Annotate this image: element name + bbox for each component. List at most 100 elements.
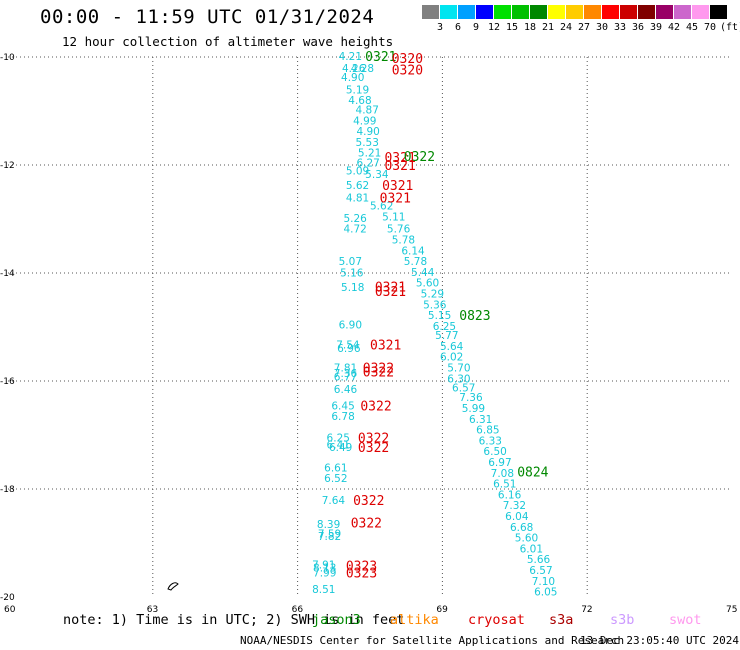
- legend-swatch: [458, 5, 475, 19]
- wave-height-reading: 6.50: [483, 446, 506, 458]
- wave-height-readings: 4.214.264.284.905.194.684.874.994.905.53…: [312, 51, 557, 599]
- legend-swatch: [548, 5, 565, 19]
- satellite-name: altika: [390, 612, 439, 628]
- wave-height-reading: 5.53: [356, 137, 379, 149]
- wave-height-reading: 4.21: [339, 51, 362, 63]
- pass-time-label: 0322: [404, 150, 435, 165]
- wave-height-reading: 4.90: [341, 72, 364, 84]
- wave-height-reading: 6.41: [327, 440, 350, 452]
- wave-height-reading: 5.29: [421, 289, 444, 301]
- wave-height-reading: 6.51: [493, 479, 516, 491]
- lon-tick-label: 66: [292, 605, 304, 615]
- wave-height-reading: 6.25: [327, 433, 350, 445]
- pass-time-labels: 0321032003200321032203210321032103210321…: [346, 50, 549, 582]
- wave-height-reading: 4.99: [353, 116, 376, 128]
- wave-height-reading: 6.14: [401, 245, 425, 257]
- lat-tick-label: -14: [0, 269, 15, 279]
- wave-height-reading: 5.34: [365, 169, 389, 181]
- wave-height-reading: 5.78: [404, 256, 427, 268]
- wave-height-reading: 6.52: [324, 473, 347, 485]
- map-grid: [8, 56, 732, 597]
- legend-label: 27: [577, 22, 591, 33]
- legend-swatch: [476, 5, 493, 19]
- wave-height-reading: 5.44: [411, 267, 435, 279]
- wave-height-reading: 6.61: [324, 462, 347, 474]
- pass-time-label: 0322: [358, 432, 389, 447]
- wave-height-reading: 5.64: [440, 341, 464, 353]
- wave-height-reading: 6.27: [356, 157, 379, 169]
- legend-label: 45: [685, 22, 699, 33]
- wave-height-reading: 4.26: [342, 63, 366, 75]
- pass-time-label: 0322: [351, 516, 382, 531]
- pass-time-label: 0321: [375, 285, 406, 300]
- lon-tick-label: 69: [436, 605, 448, 615]
- wave-height-reading: 5.26: [343, 213, 367, 225]
- pass-time-label: 0321: [380, 191, 411, 206]
- legend-label: 9: [472, 22, 480, 33]
- legend-swatch: [656, 5, 673, 19]
- wave-height-reading: 8.13: [313, 562, 336, 574]
- wave-height-reading: 6.16: [498, 489, 522, 501]
- wave-height-reading: 6.68: [510, 522, 533, 534]
- wave-height-reading: 7.54: [336, 339, 360, 351]
- map-axes: 60 63 66 69 72 75 -10 -12 -14 -16 -18 -20: [0, 53, 737, 615]
- pass-time-label: 0322: [363, 365, 394, 380]
- wave-height-reading: 5.21: [358, 148, 381, 160]
- pass-time-label: 0824: [517, 466, 548, 481]
- legend-label: 42: [667, 22, 681, 33]
- wave-height-reading: 6.31: [469, 414, 492, 426]
- pass-time-label: 0321: [365, 50, 396, 65]
- legend-label: 12: [487, 22, 501, 33]
- wave-height-reading: 7.36: [334, 368, 358, 380]
- legend-swatch: [584, 5, 601, 19]
- wave-height-reading: 7.36: [459, 392, 483, 404]
- legend-label: 6: [454, 22, 462, 33]
- wave-height-reading: 5.62: [346, 180, 369, 192]
- wave-height-reading: 6.77: [334, 372, 357, 384]
- legend-label: 70: [703, 22, 717, 33]
- wave-height-reading: 4.68: [348, 95, 371, 107]
- satellite-name: swot: [669, 612, 702, 628]
- wave-height-reading: 7.32: [503, 500, 526, 512]
- pass-time-label: 0321: [370, 338, 401, 353]
- legend-swatch: [440, 5, 457, 19]
- wave-height-reading: 7.59: [318, 528, 341, 540]
- wave-height-reading: 5.70: [447, 363, 470, 375]
- wave-height-reading: 5.36: [423, 299, 447, 311]
- pass-time-label: 0321: [384, 151, 415, 166]
- wave-height-reading: 4.87: [356, 104, 379, 116]
- wave-height-reading: 6.05: [534, 587, 557, 599]
- legend-label: 21: [541, 22, 555, 33]
- wave-height-reading: 5.11: [382, 211, 405, 223]
- legend-swatch: [692, 5, 709, 19]
- legend-unit: (ft): [720, 22, 740, 33]
- wave-height-reading: 6.30: [447, 373, 470, 385]
- pass-time-label: 0320: [392, 63, 423, 78]
- legend-swatch: [422, 5, 439, 19]
- pass-time-label: 0322: [363, 362, 394, 377]
- wave-height-reading: 4.72: [343, 224, 366, 236]
- pass-time-label: 0322: [358, 441, 389, 456]
- wave-height-reading: 5.78: [392, 235, 415, 247]
- wave-height-reading: 5.19: [346, 84, 369, 96]
- legend-label: 39: [649, 22, 663, 33]
- satellite-name: s3b: [610, 612, 635, 628]
- wave-height-reading: 7.10: [532, 576, 555, 588]
- wave-height-reading: 6.57: [452, 382, 475, 394]
- wave-height-reading: 7.91: [312, 560, 335, 572]
- wave-height-reading: 6.25: [433, 321, 456, 333]
- wave-height-reading: 6.45: [331, 400, 354, 412]
- wave-height-reading: 5.16: [340, 267, 364, 279]
- wave-height-reading: 6.02: [440, 352, 463, 364]
- legend-swatch: [638, 5, 655, 19]
- credit-text: NOAA/NESDIS Center for Satellite Applica…: [240, 634, 625, 647]
- wave-height-reading: 5.07: [339, 256, 362, 268]
- legend-label: 30: [595, 22, 609, 33]
- wave-height-reading: 6.90: [339, 319, 362, 331]
- wave-height-reading: 7.08: [491, 468, 514, 480]
- wave-height-reading: 6.97: [488, 457, 511, 469]
- lon-tick-label: 75: [726, 605, 737, 615]
- legend-swatch: [494, 5, 511, 19]
- wave-height-reading: 4.90: [356, 126, 379, 138]
